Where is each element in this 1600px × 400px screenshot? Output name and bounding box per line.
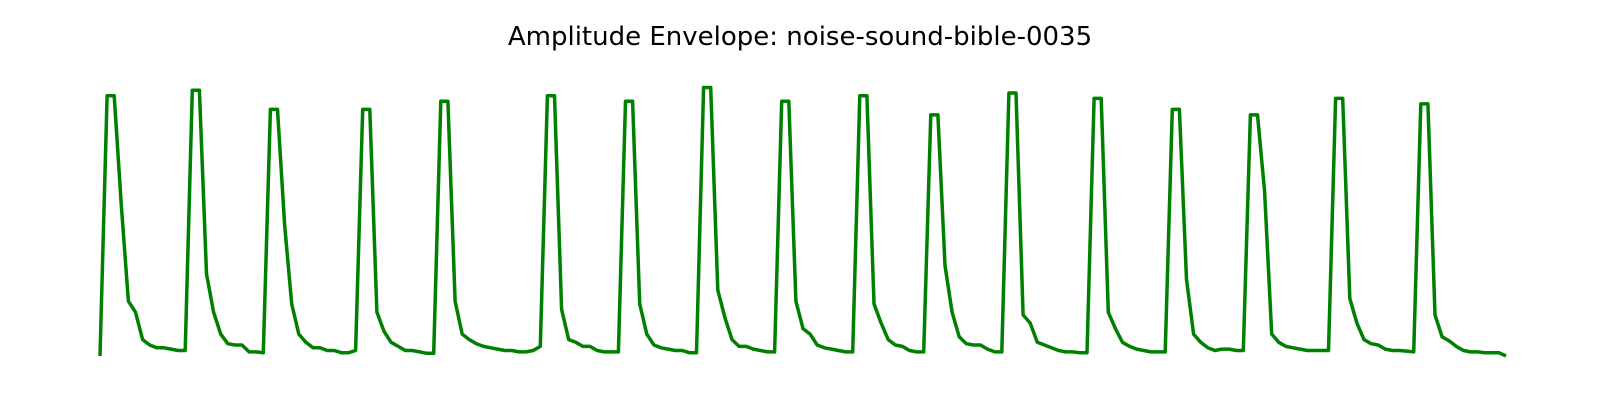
- amplitude-envelope-line: [98, 85, 1507, 358]
- chart-title: Amplitude Envelope: noise-sound-bible-00…: [507, 22, 1093, 52]
